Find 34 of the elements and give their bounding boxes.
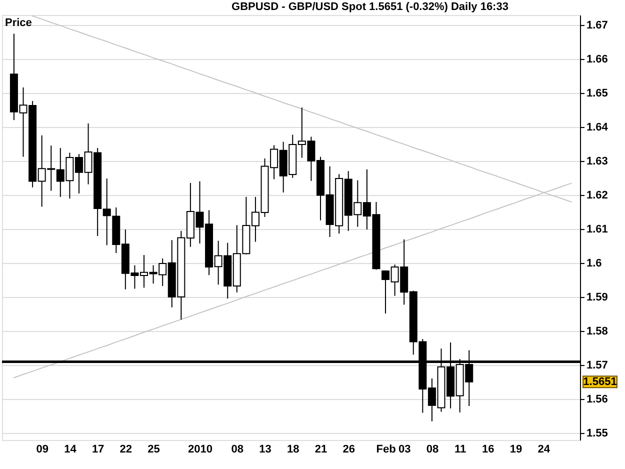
x-tick-label: 21 — [314, 444, 328, 456]
y-tick-label: 1.65 — [586, 88, 608, 100]
x-tick-label: 08 — [231, 444, 244, 456]
y-tick-label: 1.62 — [586, 190, 608, 202]
y-tick-label: 1.59 — [586, 292, 608, 304]
x-tick-label: 19 — [510, 444, 522, 456]
annotation: 1.5651 — [583, 376, 617, 388]
x-tick-label: 2010 — [188, 444, 212, 456]
x-tick-label: 25 — [148, 444, 160, 456]
x-tick-label: Feb — [376, 444, 396, 456]
y-tick-label: 1.61 — [586, 224, 608, 236]
y-tick-label: 1.58 — [586, 326, 608, 338]
x-tick-label: 13 — [259, 444, 272, 456]
y-tick-label: 1.64 — [586, 122, 609, 134]
y-axis-title: Price — [5, 17, 32, 29]
x-tick-label: 17 — [92, 444, 104, 456]
y-tick-label: 1.67 — [586, 20, 608, 32]
chart-title: GBPUSD - GBP/USD Spot 1.5651 (-0.32%) Daily 16:33 — [232, 1, 508, 13]
x-tick-label: 08 — [426, 444, 439, 456]
x-tick-label: 22 — [120, 444, 132, 456]
y-tick-label: 1.56 — [586, 394, 608, 406]
y-tick-label: 1.6 — [586, 258, 602, 270]
x-tick-label: 26 — [342, 444, 355, 456]
x-tick-label: 09 — [36, 444, 48, 456]
x-tick-label: 18 — [287, 444, 300, 456]
x-tick-label: 14 — [64, 444, 78, 456]
x-tick-label: 11 — [454, 444, 466, 456]
y-tick-label: 1.55 — [586, 428, 608, 440]
y-tick-label: 1.66 — [586, 54, 608, 66]
x-tick-label: 16 — [482, 444, 494, 456]
x-tick-label: 24 — [538, 444, 551, 456]
y-tick-label: 1.57 — [586, 360, 608, 372]
y-tick-label: 1.63 — [586, 156, 608, 168]
x-tick-label: 03 — [398, 444, 411, 456]
